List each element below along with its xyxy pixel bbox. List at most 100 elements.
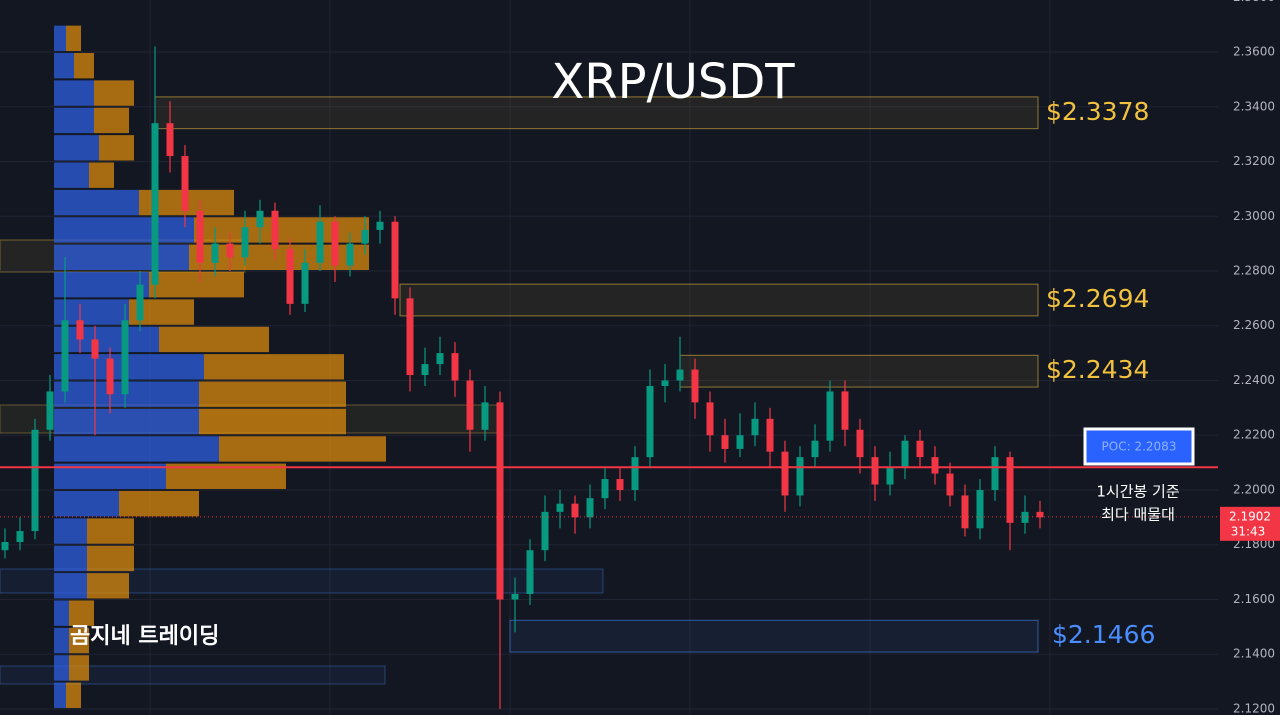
- profile-buy: [54, 408, 199, 435]
- candle-body: [301, 262, 309, 304]
- profile-buy: [54, 655, 69, 681]
- candle-body: [916, 440, 924, 458]
- profile-sell: [66, 25, 81, 52]
- y-tick-label: 2.1600: [1233, 592, 1275, 606]
- annotation: 1시간봉 기준: [1096, 483, 1180, 501]
- candle-body: [361, 229, 369, 244]
- profile-buy: [54, 244, 189, 270]
- candle-body: [601, 479, 609, 499]
- profile-sell: [69, 627, 89, 654]
- zone: [0, 665, 386, 685]
- profile-sell: [199, 408, 346, 435]
- candle-body: [16, 531, 24, 542]
- candle-body: [256, 210, 264, 228]
- y-tick-label: 2.1200: [1233, 701, 1275, 715]
- profile-buy: [54, 25, 66, 52]
- candle-body: [31, 429, 39, 532]
- profile-buy: [54, 162, 89, 188]
- profile-sell: [189, 244, 369, 270]
- profile-buy: [54, 326, 159, 353]
- profile-sell: [69, 600, 94, 626]
- candle-body: [481, 402, 489, 430]
- candle-body: [391, 221, 399, 299]
- last-price-box: [1220, 506, 1280, 541]
- profile-sell: [194, 217, 369, 243]
- candle-body: [151, 123, 159, 285]
- candle-body: [586, 498, 594, 518]
- profile-sell: [87, 573, 129, 599]
- y-tick-label: 2.1400: [1233, 647, 1275, 661]
- profile-buy: [54, 627, 69, 654]
- candle-body: [931, 457, 939, 474]
- profile-buy: [54, 600, 69, 626]
- candle-body: [886, 468, 894, 485]
- candle-body: [1006, 457, 1014, 523]
- candle-body: [436, 353, 444, 365]
- candle-body: [136, 284, 144, 321]
- candle-body: [796, 457, 804, 496]
- profile-buy: [54, 573, 87, 599]
- candle-body: [631, 457, 639, 490]
- candle-body: [226, 243, 234, 258]
- candle-body: [1021, 511, 1029, 523]
- candle-body: [616, 479, 624, 490]
- level-label: $2.2694: [1046, 284, 1149, 313]
- profile-sell: [69, 655, 89, 681]
- profile-sell: [94, 107, 129, 134]
- profile-sell: [159, 326, 269, 353]
- candle-body: [181, 156, 189, 211]
- profile-sell: [74, 53, 94, 79]
- candle-body: [376, 221, 384, 230]
- profile-sell: [119, 490, 199, 517]
- candle-body: [946, 473, 954, 496]
- level-zone: [154, 96, 1039, 130]
- candle-body: [721, 435, 729, 449]
- profile-buy: [54, 135, 99, 161]
- candle-body: [106, 358, 114, 395]
- y-tick-label: 2.2400: [1233, 373, 1275, 387]
- candle-body: [1036, 511, 1044, 518]
- profile-buy: [54, 490, 119, 517]
- candle-body: [661, 380, 669, 386]
- poc-box: [1083, 427, 1195, 466]
- profile-buy: [54, 545, 87, 572]
- candle-body: [331, 221, 339, 266]
- candle-body: [61, 320, 69, 392]
- profile-buy: [54, 53, 74, 79]
- y-tick-label: 2.3600: [1233, 45, 1275, 59]
- candle-body: [76, 320, 84, 340]
- candle-body: [856, 429, 864, 458]
- candle-body: [571, 503, 579, 518]
- last-price-label: 2.1902: [1229, 509, 1271, 523]
- profile-sell: [149, 271, 244, 298]
- profile-buy: [54, 436, 219, 462]
- y-tick-label: 2.3800: [1233, 0, 1275, 4]
- profile-sell: [87, 518, 134, 544]
- poc-label: POC: 2.2083: [1102, 440, 1177, 454]
- candle-body: [451, 353, 459, 381]
- profile-sell: [66, 682, 81, 708]
- candle-body: [736, 435, 744, 449]
- watermark: 곰지네 트레이딩: [70, 624, 219, 649]
- candle-body: [511, 594, 519, 600]
- profile-buy: [54, 354, 204, 380]
- level-zone: [509, 619, 1039, 653]
- candle-body: [766, 418, 774, 452]
- candle-body: [991, 457, 999, 490]
- candle-body: [286, 249, 294, 304]
- candle-body: [751, 418, 759, 436]
- candle-body: [841, 391, 849, 430]
- candle-body: [811, 440, 819, 458]
- profile-buy: [54, 189, 139, 216]
- profile-buy: [54, 80, 94, 106]
- candle-body: [526, 550, 534, 595]
- candle-body: [541, 511, 549, 551]
- candle-body: [166, 123, 174, 157]
- candle-body: [241, 227, 249, 258]
- y-tick-label: 2.2000: [1233, 482, 1275, 496]
- profile-sell: [204, 354, 344, 380]
- candle-body: [121, 320, 129, 395]
- profile-buy: [54, 107, 94, 134]
